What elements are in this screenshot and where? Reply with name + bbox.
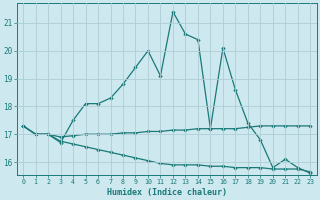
X-axis label: Humidex (Indice chaleur): Humidex (Indice chaleur) <box>107 188 227 197</box>
